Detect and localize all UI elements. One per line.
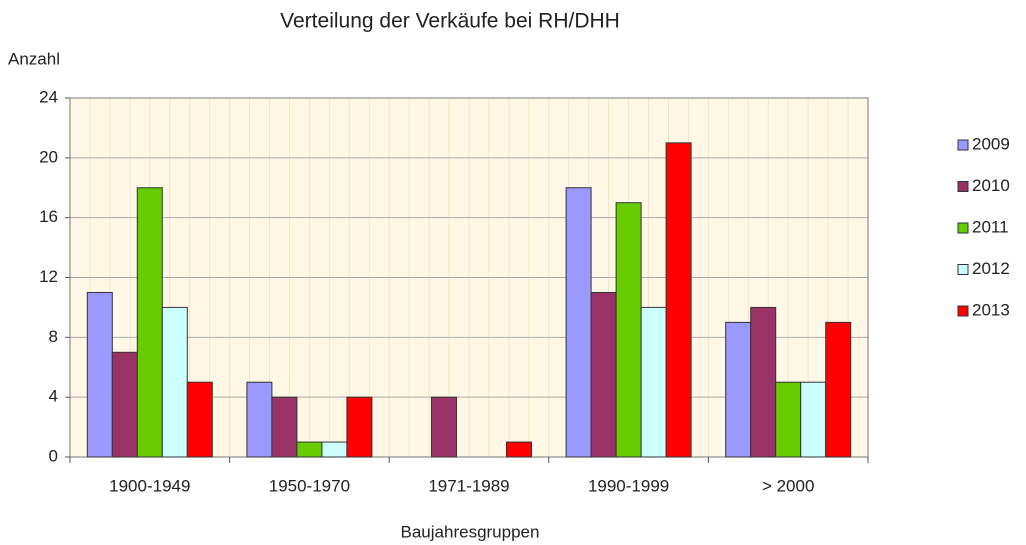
legend-label: 2009 bbox=[972, 134, 1010, 153]
legend-swatch bbox=[957, 222, 969, 234]
legend-label: 2012 bbox=[972, 259, 1010, 278]
x-tick-label: 1950-1970 bbox=[269, 476, 350, 495]
bar bbox=[590, 291, 617, 458]
bar bbox=[246, 381, 273, 458]
y-tick-label: 4 bbox=[49, 387, 58, 406]
bar bbox=[565, 187, 592, 458]
chart-title: Verteilung der Verkäufe bei RH/DHH bbox=[280, 10, 620, 33]
x-tick-label: 1990-1999 bbox=[588, 476, 669, 495]
y-tick-label: 20 bbox=[39, 147, 58, 166]
bar bbox=[825, 321, 852, 458]
bar bbox=[665, 142, 692, 458]
legend-label: 2011 bbox=[972, 217, 1009, 236]
bar bbox=[615, 202, 642, 458]
bar bbox=[296, 441, 323, 458]
x-tick-label: 1900-1949 bbox=[109, 476, 190, 495]
bar bbox=[725, 321, 752, 458]
x-axis-label: Baujahresgruppen bbox=[401, 522, 540, 541]
bar bbox=[136, 187, 163, 458]
legend-swatch bbox=[957, 264, 969, 275]
legend-swatch bbox=[957, 139, 969, 151]
bar bbox=[271, 396, 298, 458]
bar bbox=[346, 396, 373, 458]
bar bbox=[750, 306, 777, 458]
legend-swatch bbox=[957, 305, 969, 317]
bar bbox=[775, 381, 802, 458]
y-tick-label: 0 bbox=[49, 446, 58, 465]
bar bbox=[321, 441, 348, 458]
y-axis-label: Anzahl bbox=[8, 49, 60, 68]
bar bbox=[86, 291, 113, 458]
y-tick-label: 16 bbox=[39, 207, 58, 226]
plot-border bbox=[69, 97, 869, 458]
x-tick-label: > 2000 bbox=[762, 476, 814, 495]
bar bbox=[161, 306, 188, 458]
bar bbox=[111, 351, 138, 458]
legend-label: 2010 bbox=[972, 176, 1010, 195]
bar bbox=[431, 396, 457, 458]
y-tick-label: 8 bbox=[49, 327, 58, 346]
legend-swatch bbox=[957, 181, 969, 192]
y-tick-label: 24 bbox=[39, 87, 58, 106]
bar bbox=[506, 441, 532, 458]
bar bbox=[640, 306, 667, 458]
bar bbox=[800, 381, 827, 458]
y-tick-label: 12 bbox=[39, 267, 58, 286]
legend-label: 2013 bbox=[972, 300, 1010, 319]
x-tick-label: 1971-1989 bbox=[428, 476, 509, 495]
bar bbox=[186, 381, 213, 458]
